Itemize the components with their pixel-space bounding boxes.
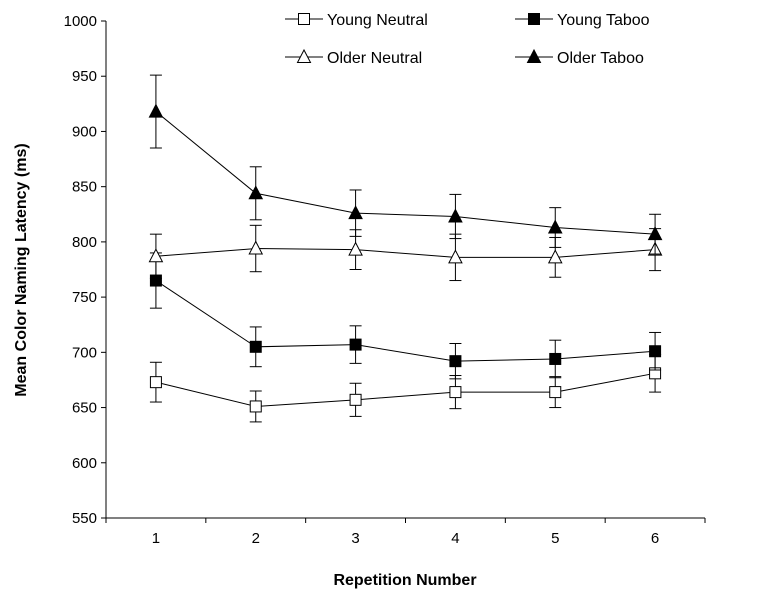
y-tick-label: 950 (72, 68, 97, 85)
legend: Young Neutral Young Taboo Older Neutral Old… (285, 12, 650, 67)
data-point (547, 219, 563, 234)
data-point (549, 386, 562, 399)
data-point (248, 240, 264, 255)
legend-label: Young Taboo (557, 12, 650, 29)
y-tick-label: 600 (72, 455, 97, 472)
series-older-neutral (148, 224, 663, 282)
axes (105, 21, 705, 519)
x-tick-label: 6 (651, 530, 659, 547)
x-tick-label: 2 (252, 530, 260, 547)
data-point (249, 340, 262, 353)
data-point (148, 103, 164, 118)
y-tick-label: 700 (72, 344, 97, 361)
legend-item-older-neutral: Older Neutral (285, 48, 422, 67)
data-point (449, 386, 462, 399)
y-tick-label: 750 (72, 289, 97, 306)
y-axis-title: Mean Color Naming Latency (ms) (13, 143, 30, 396)
y-tick-label: 650 (72, 400, 97, 417)
data-point (349, 393, 362, 406)
x-ticks: 1 2 3 4 5 6 (105, 518, 706, 547)
y-tick-label: 800 (72, 234, 97, 251)
data-point (547, 249, 563, 264)
y-tick-label: 550 (72, 510, 97, 527)
legend-label: Older Taboo (557, 50, 644, 67)
data-point (647, 226, 663, 241)
legend-label: Young Neutral (327, 12, 428, 29)
x-tick-label: 4 (451, 530, 459, 547)
x-tick-label: 3 (351, 530, 359, 547)
y-ticks: 550 600 650 700 750 800 850 900 950 1000 (64, 13, 106, 527)
data-point (348, 241, 363, 256)
series-line-young-taboo (155, 280, 656, 362)
series-older-taboo (148, 74, 663, 255)
legend-marker (526, 48, 542, 63)
data-point (148, 248, 164, 263)
legend-item-young-taboo: Young Taboo (515, 12, 650, 29)
legend-item-older-taboo: Older Taboo (515, 48, 644, 67)
x-tick-label: 1 (152, 530, 160, 547)
data-point (649, 345, 662, 358)
series-young-neutral (149, 354, 662, 423)
data-point (348, 205, 363, 220)
series-line-young-neutral (155, 372, 656, 407)
data-point (349, 338, 362, 351)
data-point (449, 355, 462, 368)
data-point (448, 249, 463, 264)
y-tick-label: 900 (72, 123, 97, 140)
series-line-older-neutral (155, 248, 656, 258)
x-tick-label: 5 (551, 530, 559, 547)
legend-marker (296, 48, 312, 63)
legend-item-young-neutral: Young Neutral (285, 12, 428, 29)
series-young-taboo (149, 252, 662, 380)
legend-marker (528, 13, 540, 25)
data-point (549, 352, 562, 365)
series-layer (148, 74, 663, 423)
y-tick-label: 1000 (64, 13, 97, 30)
series-line-older-taboo (155, 111, 656, 235)
data-point (448, 208, 463, 223)
data-point (248, 185, 264, 200)
x-axis-title: Repetition Number (333, 572, 476, 589)
legend-marker (298, 13, 310, 25)
data-point (249, 400, 262, 413)
legend-label: Older Neutral (327, 50, 422, 67)
data-point (149, 376, 162, 389)
y-tick-label: 850 (72, 179, 97, 196)
